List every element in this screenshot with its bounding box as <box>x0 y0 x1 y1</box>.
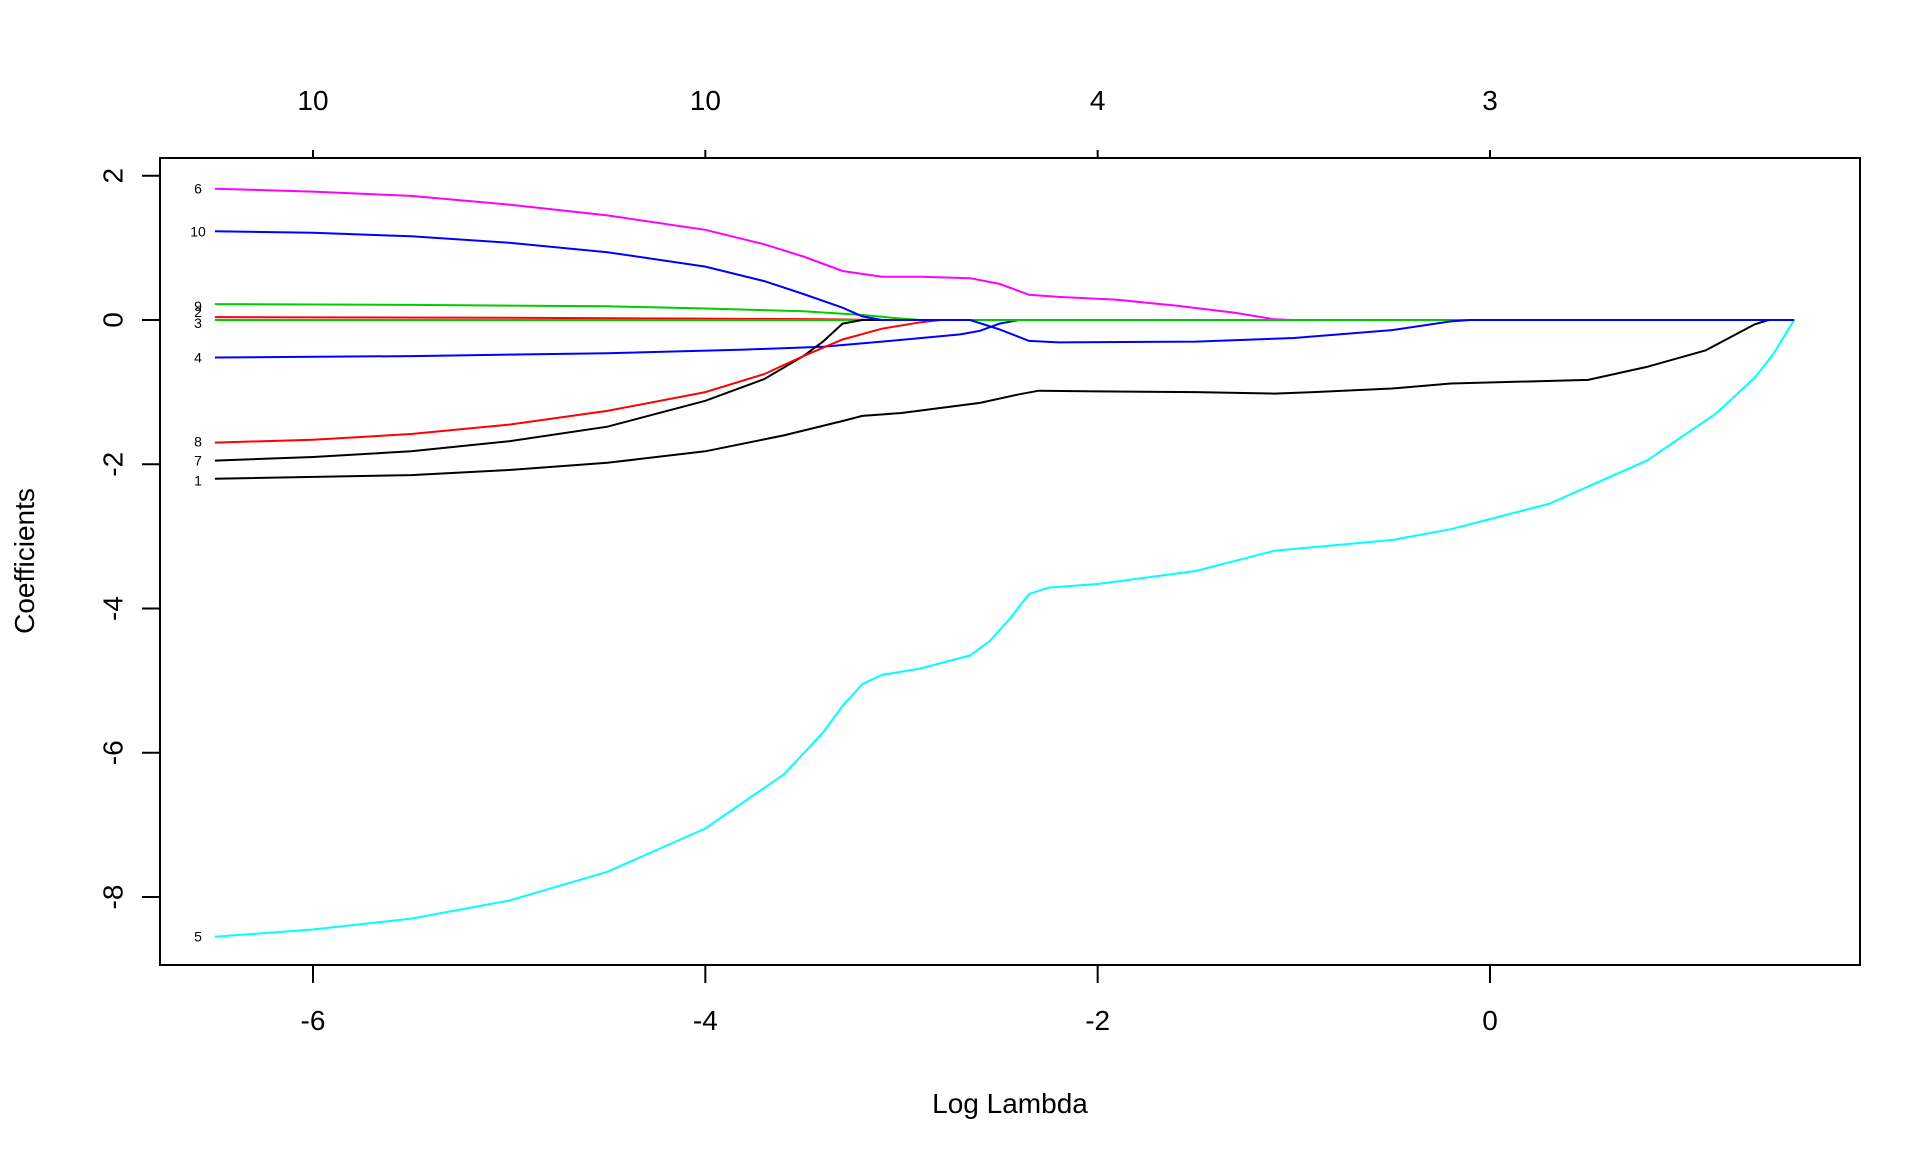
series-label-4: 4 <box>194 350 202 366</box>
y-axis-left: -8 -6 -4 -2 0 2 <box>97 168 160 909</box>
series-line-7 <box>214 319 1795 462</box>
x-axis-bottom: -6 -4 -2 0 <box>301 965 1498 1036</box>
series-line-4 <box>214 319 1795 359</box>
y-tick-label: 0 <box>97 312 128 328</box>
x-tick-label-top: 3 <box>1482 85 1498 116</box>
series-label-8: 8 <box>194 434 202 450</box>
x-tick-label-top: 10 <box>297 85 328 116</box>
series-label-6: 6 <box>194 181 202 197</box>
y-tick-label: 2 <box>97 168 128 184</box>
y-tick-label: -2 <box>97 452 128 477</box>
y-tick-label: -4 <box>97 596 128 621</box>
series-label-7: 7 <box>194 453 202 469</box>
series-label-10: 10 <box>190 223 206 239</box>
series-line-10 <box>214 230 1795 344</box>
x-tick-label-bottom: -4 <box>693 1005 718 1036</box>
series-label-1: 1 <box>194 473 202 489</box>
x-axis-title: Log Lambda <box>932 1088 1088 1119</box>
series-line-1 <box>214 319 1795 480</box>
x-tick-label-bottom: 0 <box>1482 1005 1498 1036</box>
series-label-3: 3 <box>194 315 202 331</box>
x-tick-label-bottom: -6 <box>301 1005 326 1036</box>
series-label-9: 9 <box>194 298 202 314</box>
x-tick-label-bottom: -2 <box>1085 1005 1110 1036</box>
y-tick-label: -8 <box>97 885 128 910</box>
plot-frame <box>159 157 1861 966</box>
x-tick-label-top: 10 <box>690 85 721 116</box>
y-axis-title: Coefficients <box>9 488 40 634</box>
series-line-5 <box>214 319 1795 938</box>
series-line-8 <box>214 319 1795 444</box>
series-lines <box>214 187 1795 938</box>
y-tick-label: -6 <box>97 740 128 765</box>
x-tick-label-top: 4 <box>1090 85 1106 116</box>
series-label-2: 2 <box>194 304 202 320</box>
series-line-6 <box>214 187 1795 321</box>
series-label-5: 5 <box>194 929 202 945</box>
x-axis-top: 10 10 4 3 <box>297 85 1498 158</box>
